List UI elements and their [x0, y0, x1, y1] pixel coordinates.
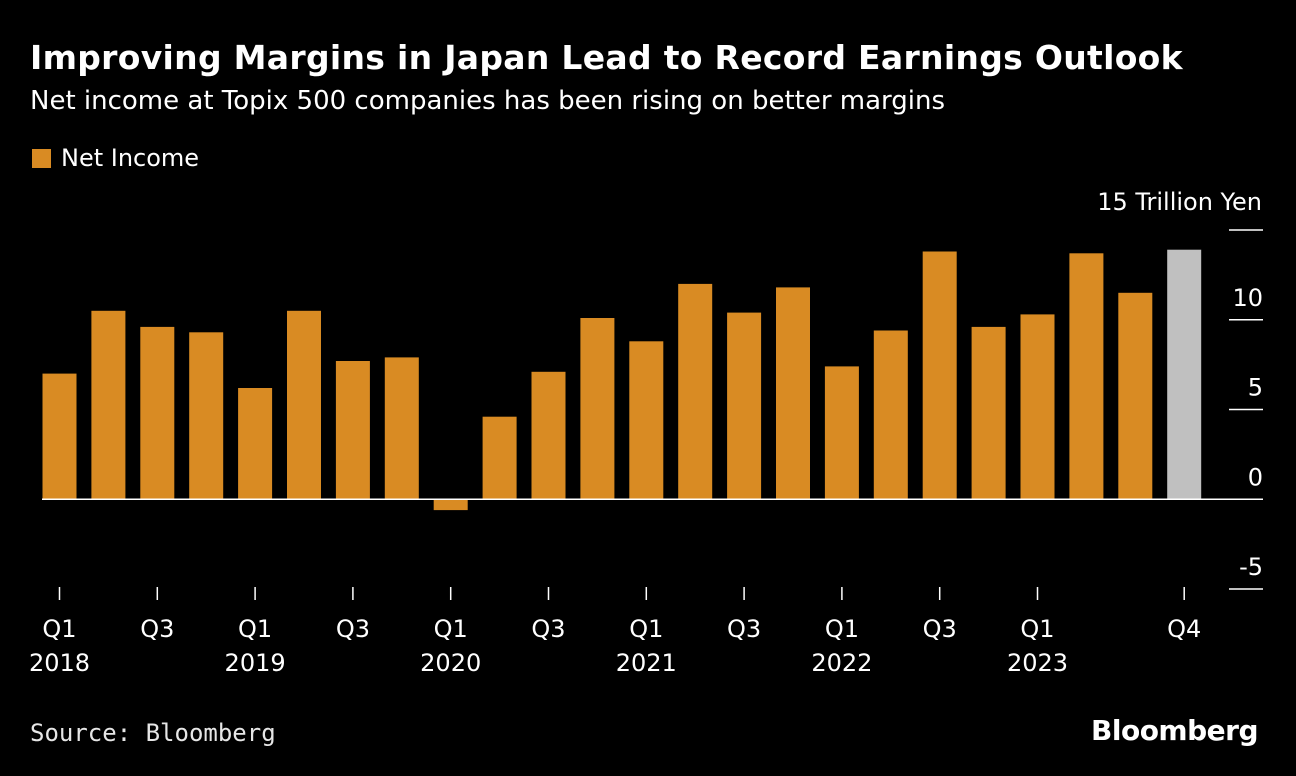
- bar-q3-2020: [531, 371, 566, 500]
- legend-swatch: [32, 148, 51, 168]
- bar-q4-2018: [189, 332, 224, 500]
- x-tick-label-quarter: Q3: [727, 615, 761, 643]
- x-tick-label-year: 2020: [420, 649, 481, 677]
- x-tick-label-quarter: Q1: [629, 615, 663, 643]
- legend-label: Net Income: [61, 144, 200, 172]
- bar-q4-2023: [1167, 249, 1202, 500]
- brand-logo: Bloomberg: [1091, 714, 1258, 747]
- bar-q2-2023: [1069, 253, 1104, 500]
- y-tick-label: -5: [1239, 553, 1263, 581]
- x-tick-label-quarter: Q1: [1020, 615, 1054, 643]
- x-tick-label-year: 2023: [1007, 649, 1068, 677]
- x-tick-label-year: 2021: [616, 649, 677, 677]
- bar-q1-2021: [629, 341, 664, 500]
- y-axis-unit-label: 15 Trillion Yen: [1097, 188, 1262, 216]
- x-tick-label-quarter: Q1: [434, 615, 468, 643]
- bar-q3-2023: [1118, 292, 1153, 500]
- x-tick-label-quarter: Q3: [923, 615, 957, 643]
- x-tick-label-quarter: Q1: [825, 615, 859, 643]
- bar-q3-2022: [922, 251, 957, 500]
- y-tick-label: 10: [1232, 284, 1263, 312]
- bar-q4-2022: [971, 326, 1006, 500]
- bar-q4-2019: [384, 357, 419, 500]
- y-tick-label: 5: [1248, 374, 1263, 402]
- bar-q1-2023: [1020, 314, 1055, 500]
- x-tick-label-quarter: Q1: [42, 615, 76, 643]
- bar-q4-2020: [580, 318, 615, 500]
- x-tick-label-year: 2022: [811, 649, 872, 677]
- bar-q1-2019: [238, 388, 273, 500]
- chart-subtitle: Net income at Topix 500 companies has be…: [30, 86, 946, 116]
- bar-q2-2021: [678, 283, 713, 500]
- x-tick-label-year: 2019: [225, 649, 286, 677]
- bar-q1-2018: [42, 373, 77, 500]
- x-tick-label-quarter: Q3: [140, 615, 174, 643]
- bar-q4-2021: [776, 287, 810, 500]
- bar-q1-2022: [824, 366, 859, 500]
- y-tick-label: 0: [1248, 463, 1263, 491]
- x-tick-label-quarter: Q1: [238, 615, 272, 643]
- x-tick-label-quarter: Q4: [1167, 615, 1201, 643]
- bar-q1-2020: [433, 499, 468, 511]
- source-note: Source: Bloomberg: [30, 719, 276, 747]
- bar-q2-2019: [287, 310, 321, 500]
- x-tick-label-year: 2018: [29, 649, 90, 677]
- x-tick-label-quarter: Q3: [336, 615, 370, 643]
- bar-q3-2021: [727, 312, 762, 500]
- bar-q2-2018: [91, 310, 126, 500]
- x-tick-label-quarter: Q3: [531, 615, 565, 643]
- bar-q2-2022: [873, 330, 908, 500]
- legend: Net Income: [32, 144, 199, 172]
- bar-q3-2019: [335, 361, 370, 500]
- chart-title: Improving Margins in Japan Lead to Recor…: [30, 38, 1183, 77]
- bar-q3-2018: [140, 326, 175, 500]
- bar-q2-2020: [482, 416, 517, 500]
